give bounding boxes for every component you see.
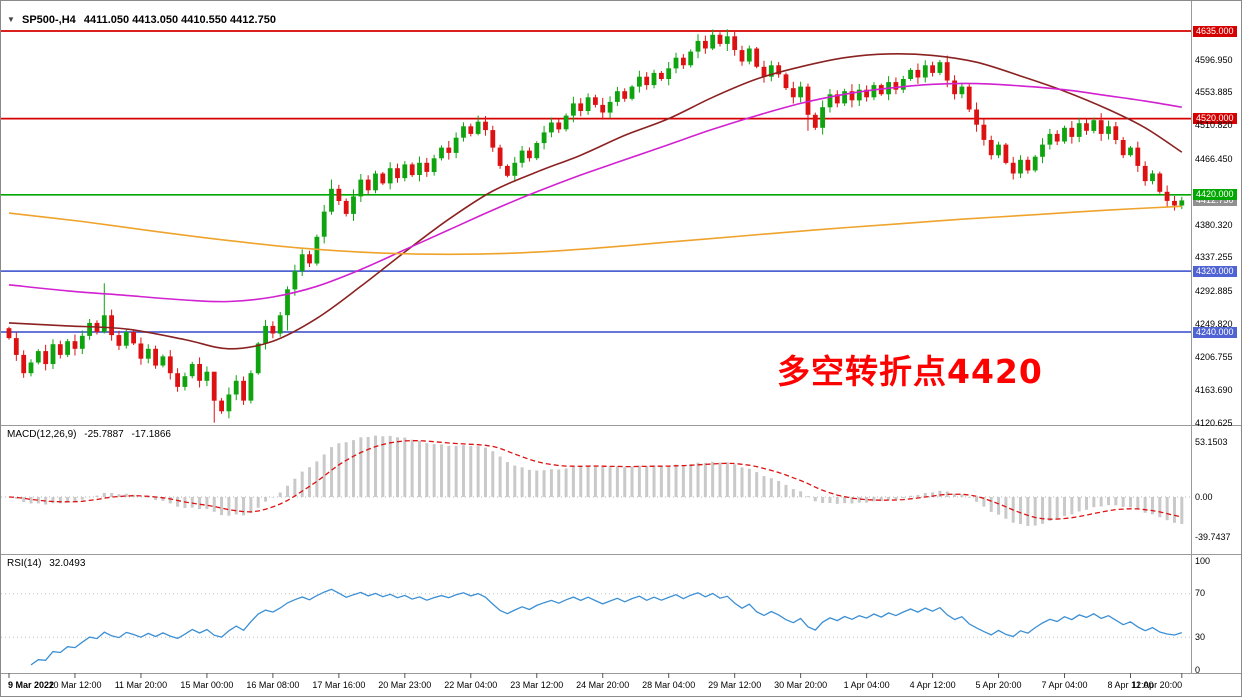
symbol-period-label: SP500-,H4 [21,14,76,26]
rsi-axis-label: 30 [1195,631,1206,642]
hlines-layer [1,30,1191,333]
macd-indicator-label: MACD(12,26,9) -25.7887 -17.1866 [7,429,171,440]
rsi-line [30,588,1183,666]
rsi-value: 32.0493 [49,558,86,569]
time-axis-label: 10 Mar 12:00 [48,680,102,690]
price-axis-label: 4249.820 [1195,319,1233,329]
rsi-axis-label: 0 [1195,664,1201,675]
price-axis-label: 4120.625 [1195,417,1233,428]
time-axis-label: 30 Mar 20:00 [774,680,828,690]
chart-title: ▼ SP500-,H4 4411.050 4413.050 4410.550 4… [7,14,276,26]
macd-axis-label: 0.00 [1195,491,1213,502]
time-axis-label: 29 Mar 12:00 [708,680,762,690]
price-axis-label: 4206.755 [1195,351,1233,362]
time-axis-label: 28 Mar 04:00 [642,680,696,690]
rsi-axis-label: 70 [1195,588,1206,599]
price-axis-label: 4292.885 [1195,286,1233,297]
price-axis-label: 4380.320 [1195,219,1233,230]
price-badge: 4320.000 [1193,265,1237,277]
ma-line-slow-orange [8,205,1182,256]
time-axis-label: 4 Apr 12:00 [909,680,956,690]
macd-histogram [14,435,1184,526]
price-axis-label: 4337.255 [1195,252,1233,263]
macd-value-signal: -17.1866 [131,429,171,440]
ma-lines-layer [8,52,1183,350]
macd-axis-label: 53.1503 [1195,437,1228,448]
time-axis-label: 11 Apr 20:00 [1131,680,1183,690]
price-axis-label: 4163.690 [1195,384,1233,395]
macd-name-label: MACD(12,26,9) [7,429,77,440]
price-axis-label: 4510.820 [1195,120,1233,131]
ohlc-values-label: 4411.050 4413.050 4410.550 4412.750 [83,14,276,26]
time-axis-label: 20 Mar 23:00 [378,680,432,690]
time-axis-label: 11 Mar 20:00 [114,680,168,690]
macd-signal-line [8,440,1182,520]
time-axis-label: 1 Apr 04:00 [843,680,890,690]
price-badge: 4635.000 [1193,25,1237,37]
time-axis-label: 7 Apr 04:00 [1041,680,1088,690]
price-axis-label: 4596.950 [1195,54,1233,65]
time-axis-label: 24 Mar 20:00 [576,680,630,690]
ma-line-medium-darkred [8,52,1183,350]
price-axis-label: 4466.450 [1195,154,1233,164]
time-ticks [8,673,1183,678]
time-axis-label: 8 Apr 12:00 [1107,680,1154,690]
time-axis-label: 16 Mar 08:00 [246,680,300,690]
rsi-indicator-label: RSI(14) 32.0493 [7,558,85,569]
time-axis-label: 23 Mar 12:00 [510,680,564,690]
candles-layer [6,29,1185,423]
collapse-triangle-icon[interactable]: ▼ [7,15,15,24]
time-axis-label: 17 Mar 16:00 [312,680,366,690]
time-axis-label: 22 Mar 04:00 [444,680,498,690]
rsi-name-label: RSI(14) [7,558,42,569]
panel-borders [1,1,1241,674]
annotation-text: 多空转折点4420 [777,352,1043,391]
time-axis-label: 9 Mar 2022 [7,680,55,690]
time-axis-label: 5 Apr 20:00 [975,680,1022,690]
ma-line-fast-magenta [8,82,1182,303]
macd-value-main: -25.7887 [84,429,124,440]
rsi-axis-label: 100 [1195,555,1211,566]
price-badge: 4240.000 [1193,326,1237,338]
price-axis-label: 4553.885 [1195,87,1233,98]
time-axis-label: 15 Mar 00:00 [180,680,234,690]
macd-axis-label: -39.7437 [1195,532,1231,542]
price-badge: 4520.000 [1193,113,1237,125]
price-badge: 4420.000 [1193,189,1237,201]
